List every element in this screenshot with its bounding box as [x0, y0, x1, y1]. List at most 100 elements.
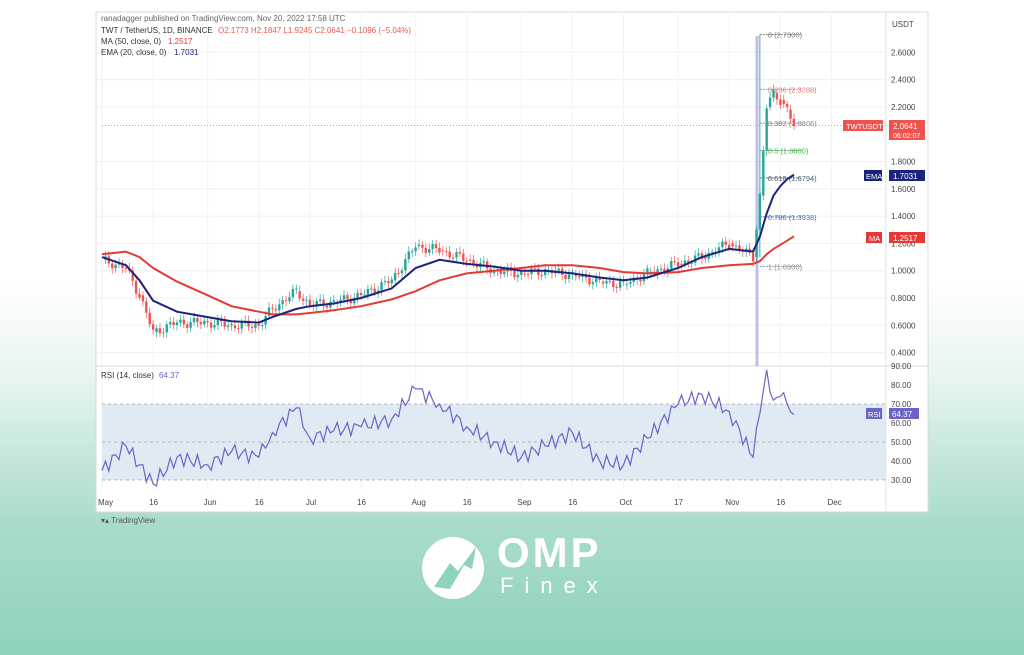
candle-body — [451, 257, 455, 259]
price-tick-label: 0.8000 — [891, 294, 916, 303]
candle-body — [428, 249, 431, 253]
candle-body — [145, 301, 148, 313]
candle-body — [751, 252, 755, 262]
rsi-legend-label: RSI (14, close) — [101, 371, 154, 380]
time-tick-label: Aug — [412, 498, 426, 507]
candle-body — [639, 279, 642, 282]
candle-body — [124, 267, 128, 269]
candle-body — [315, 301, 318, 307]
candle-body — [172, 322, 175, 325]
candle-body — [257, 324, 260, 326]
candle-body — [687, 260, 690, 264]
candle-body — [114, 264, 117, 269]
candle-body — [213, 325, 216, 328]
rsi-badge — [866, 408, 882, 419]
time-tick-label: 16 — [463, 498, 472, 507]
ema-20-line — [101, 173, 795, 324]
candle-body — [366, 288, 370, 295]
price-tick-label: 1.6000 — [891, 185, 916, 194]
time-tick-label: Sep — [517, 498, 532, 507]
candle-body — [503, 271, 506, 275]
candle-body — [346, 295, 349, 300]
candle-body — [155, 328, 158, 333]
candle-body — [209, 322, 213, 328]
time-tick-label: 17 — [674, 498, 683, 507]
price-tick-label: 1.0000 — [891, 267, 916, 276]
candle-body — [646, 268, 649, 275]
candle-body — [598, 277, 601, 280]
rsi-badge-text: RSI — [868, 410, 881, 419]
candle-body — [237, 328, 240, 330]
fib-level-label: 0.786 (1.3938) — [768, 213, 817, 222]
candle-body — [448, 251, 451, 258]
candle-body — [724, 241, 727, 245]
rsi-tick-label: 90.00 — [891, 362, 912, 371]
candle-body — [298, 291, 301, 299]
ma-50-line — [101, 235, 795, 316]
candle-body — [407, 251, 410, 260]
candle-body — [189, 322, 192, 328]
candle-body — [158, 328, 162, 334]
candle-body — [230, 323, 233, 326]
candle-body — [731, 243, 734, 247]
price-tick-label: 0.6000 — [891, 321, 916, 330]
candle-body — [574, 274, 578, 277]
candle-body — [462, 253, 465, 261]
fib-level-label: 0.5 (1.8800) — [768, 147, 809, 156]
candle-body — [117, 263, 121, 265]
candle-body — [537, 268, 540, 276]
rsi-value-badge — [889, 408, 919, 419]
candle-body — [383, 281, 387, 283]
candle-body — [540, 275, 543, 277]
candle-body — [663, 268, 666, 273]
time-tick-label: 16 — [149, 498, 158, 507]
candle-body — [465, 260, 468, 262]
candle-body — [353, 298, 356, 304]
candle-body — [322, 299, 325, 306]
candle-body — [363, 294, 366, 296]
currency-label: USDT — [892, 20, 914, 29]
ema-legend-value: 1.7031 — [174, 48, 199, 57]
candle-body — [216, 319, 220, 326]
candle-body — [387, 281, 390, 284]
candle-body — [186, 324, 189, 328]
candle-body — [591, 282, 595, 285]
tradingview-logo-icon: ▾▴ — [101, 516, 112, 525]
candle-body — [404, 259, 407, 271]
candle-body — [523, 273, 526, 275]
ma-legend-value: 1.2517 — [168, 37, 193, 46]
rsi-pane — [101, 369, 886, 487]
time-tick-label: 16 — [357, 498, 366, 507]
candle-body — [441, 250, 445, 252]
symbol-badge-text: TWTUSDT — [846, 122, 883, 131]
brand-sub: Finex — [500, 573, 609, 598]
candle-body — [281, 300, 284, 305]
candle-body — [526, 273, 530, 275]
last-price-badge — [889, 120, 925, 140]
candle-body — [148, 312, 151, 325]
ma-price-badge — [889, 232, 925, 243]
candle-body — [629, 281, 632, 284]
candle-body — [111, 263, 114, 269]
candle-body — [520, 271, 523, 275]
candle-body — [421, 244, 424, 248]
omp-logo-icon — [422, 537, 484, 599]
grid — [96, 12, 928, 512]
candle-body — [417, 244, 421, 247]
rsi-tick-label: 50.00 — [891, 438, 912, 447]
time-tick-label: Nov — [725, 498, 739, 507]
fib-level-label: 0.382 (2.0806) — [768, 119, 817, 128]
price-tick-label: 0.4000 — [891, 349, 916, 358]
fibonacci-retracement: 0 (2.7300) 0.236 (2.3288) 0.382 (2.0806) 0.… — [102, 31, 886, 367]
candle-body — [261, 324, 264, 326]
candle-body — [434, 244, 438, 248]
candle-body — [168, 322, 172, 325]
time-tick-label: Oct — [620, 498, 633, 507]
candle-body — [680, 263, 683, 265]
time-tick-label: 16 — [776, 498, 785, 507]
fib-level-label: 0.618 (1.6794) — [768, 174, 817, 183]
candle-body — [721, 241, 724, 248]
candle-body — [342, 295, 346, 300]
candle-body — [271, 307, 274, 309]
candle-body — [192, 317, 196, 323]
